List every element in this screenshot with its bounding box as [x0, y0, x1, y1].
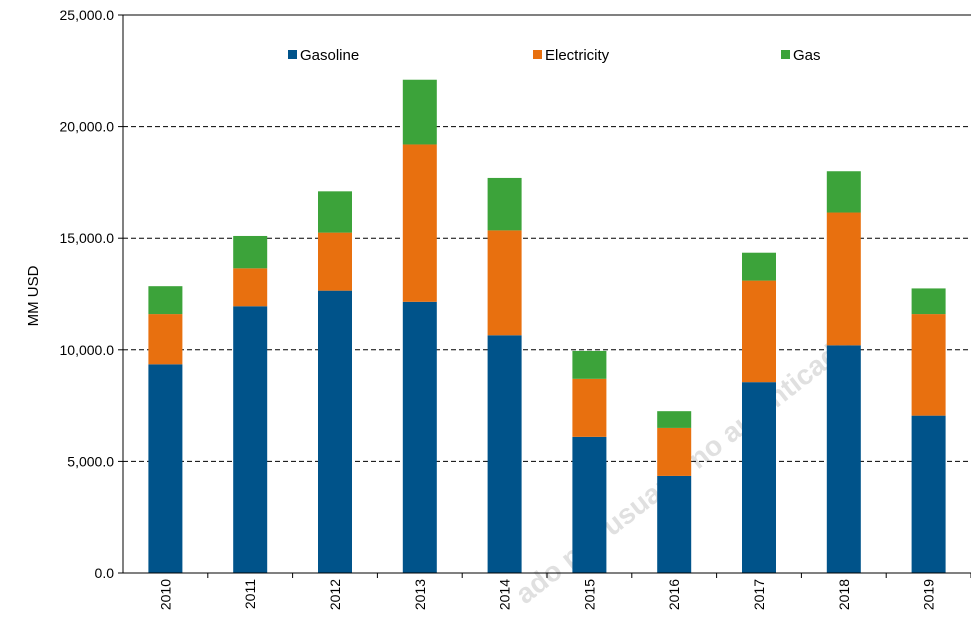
- x-tick-label: 2015: [581, 579, 597, 610]
- bar-electricity-2011: [233, 268, 268, 307]
- bar-gas-2017: [742, 252, 776, 281]
- y-tick-label: 20,000.0: [60, 119, 115, 135]
- bar-gasoline-2013: [402, 301, 437, 573]
- bar-gas-2016: [657, 411, 692, 428]
- bar-gas-2014: [487, 177, 522, 231]
- bar-gasoline-2016: [657, 475, 692, 573]
- y-axis-title: MM USD: [25, 265, 42, 326]
- legend: Gasoline Electricity Gas: [288, 47, 821, 64]
- bar-gas-2013: [402, 79, 437, 145]
- bar-electricity-2012: [318, 232, 352, 291]
- bar-gas-2019: [911, 288, 946, 315]
- bar-gas-2015: [572, 350, 607, 379]
- bar-gas-2012: [318, 191, 352, 233]
- bars: [148, 79, 946, 573]
- x-tick-labels: 2010 2011 2012 2013 2014 2015 2016 2017 2018 2019: [157, 573, 971, 610]
- bar-gas-2018: [826, 171, 861, 213]
- y-tick-label: 5,000.0: [67, 453, 114, 469]
- bar-electricity-2019: [911, 314, 946, 416]
- bar-gasoline-2010: [148, 364, 183, 573]
- y-tick-label: 10,000.0: [60, 342, 115, 358]
- bar-gasoline-2011: [233, 306, 268, 573]
- x-tick-label: 2012: [327, 579, 343, 610]
- bar-electricity-2014: [487, 230, 522, 336]
- bar-electricity-2015: [572, 378, 607, 437]
- legend-label-gas: Gas: [793, 47, 821, 64]
- bar-gasoline-2014: [487, 335, 522, 573]
- legend-label-gasoline: Gasoline: [300, 47, 359, 64]
- bar-gasoline-2018: [826, 345, 861, 573]
- bar-electricity-2017: [742, 280, 776, 383]
- legend-swatch-gasoline: [288, 50, 297, 59]
- bar-gas-2011: [233, 235, 268, 269]
- x-tick-label: 2013: [412, 579, 428, 610]
- bar-gasoline-2012: [318, 290, 352, 573]
- bar-gasoline-2017: [742, 382, 776, 573]
- bar-electricity-2013: [402, 144, 437, 302]
- y-tick-label: 15,000.0: [60, 230, 115, 246]
- bar-electricity-2010: [148, 314, 183, 365]
- bar-gasoline-2015: [572, 436, 607, 573]
- x-tick-label: 2016: [666, 579, 682, 610]
- bar-gasoline-2019: [911, 415, 946, 573]
- x-tick-label: 2010: [157, 579, 173, 610]
- x-tick-label: 2018: [836, 579, 852, 610]
- y-tick-labels: 0.0 5,000.0 10,000.0 15,000.0 20,000.0 25,000…: [60, 7, 115, 581]
- bar-gas-2010: [148, 286, 183, 315]
- bar-electricity-2018: [826, 212, 861, 346]
- legend-swatch-electricity: [533, 50, 542, 59]
- y-tick-label: 0.0: [95, 565, 115, 581]
- bar-electricity-2016: [657, 427, 692, 476]
- x-tick-label: 2017: [751, 579, 767, 610]
- y-tick-label: 25,000.0: [60, 7, 115, 23]
- legend-swatch-gas: [781, 50, 790, 59]
- legend-label-electricity: Electricity: [545, 47, 610, 64]
- x-tick-label: 2019: [921, 579, 937, 610]
- x-tick-label: 2011: [242, 579, 258, 609]
- x-tick-label: 2014: [497, 579, 513, 610]
